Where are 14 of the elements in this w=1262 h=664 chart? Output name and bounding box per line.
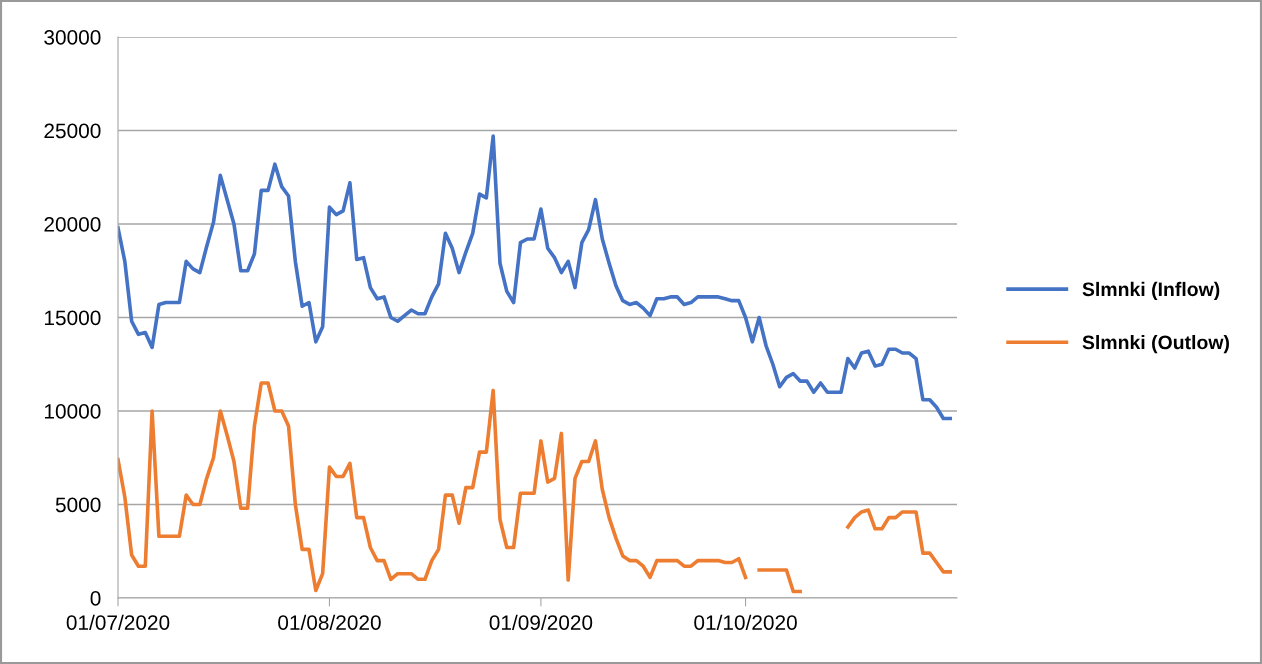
legend-label: Slmnki (Inflow)	[1082, 281, 1220, 300]
x-tick-label: 01/09/2020	[489, 614, 593, 630]
x-tick-label: 01/07/2020	[66, 614, 170, 630]
y-tick-label: 30000	[44, 30, 101, 45]
y-tick-label: 0	[90, 591, 101, 606]
line-series	[118, 134, 952, 421]
y-tick-label: 20000	[44, 217, 101, 232]
y-tick-label: 15000	[45, 310, 101, 326]
x-tick-label: 01/10/2020	[694, 614, 797, 630]
y-tick-label: 5000	[55, 497, 101, 513]
y-tick-label: 10000	[45, 404, 101, 419]
x-tick-label: 01/08/2020	[278, 614, 381, 630]
legend-label: Slmnki (Outlow)	[1082, 335, 1229, 354]
y-tick-label: 25000	[44, 123, 101, 139]
